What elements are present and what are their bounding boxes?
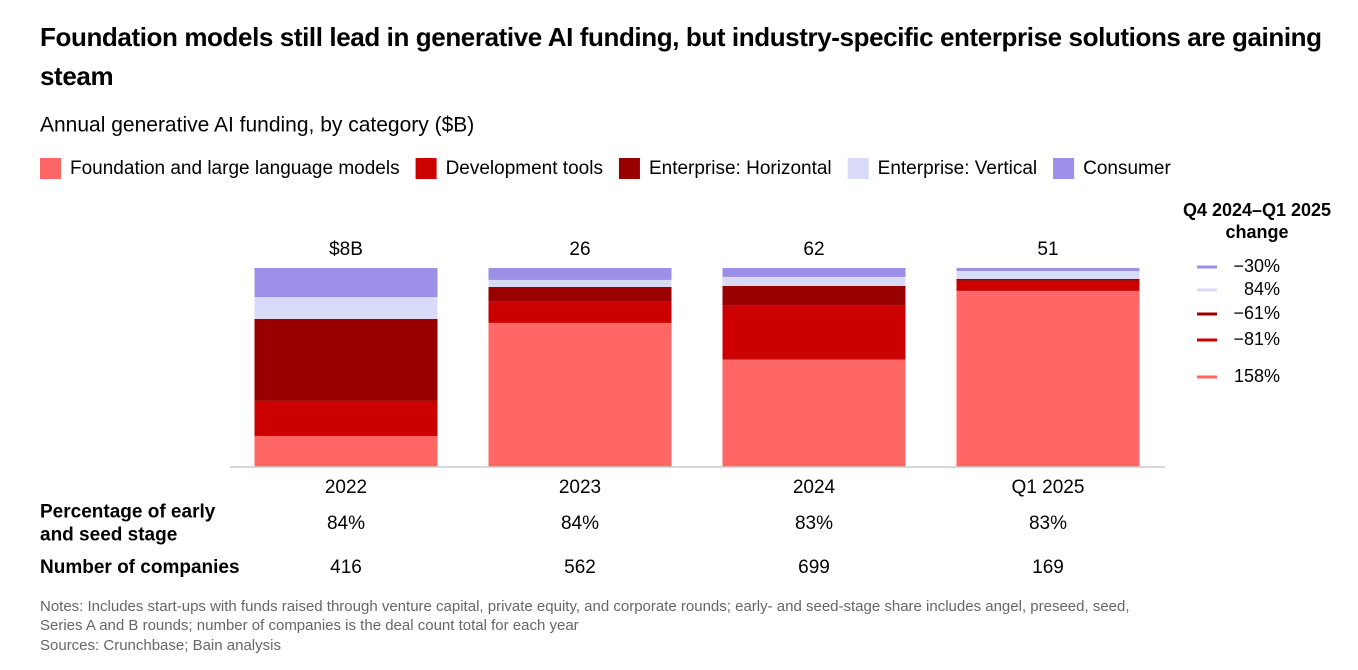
bar-segment	[254, 268, 438, 298]
change-label: 158%	[1234, 366, 1280, 386]
row-value: 83%	[1029, 513, 1067, 534]
legend-label: Development tools	[446, 158, 603, 179]
legend-swatch	[847, 158, 869, 179]
bar-segment	[254, 435, 438, 467]
chart-title: Foundation models still lead in generati…	[40, 22, 1322, 91]
bar-segment	[488, 322, 672, 467]
row-value: 84%	[327, 513, 365, 534]
bar-segment	[956, 278, 1140, 281]
bar-segment	[722, 268, 906, 277]
bar-segment	[956, 270, 1140, 279]
row-value: 169	[1032, 557, 1064, 578]
subtitle: Annual generative AI funding, by categor…	[40, 114, 474, 137]
x-tick-label: Q1 2025	[1012, 477, 1085, 498]
row-value: 699	[798, 557, 830, 578]
row-label: Percentage of early	[40, 502, 216, 523]
total-label: $8B	[329, 239, 363, 260]
x-tick-label: 2023	[559, 477, 601, 498]
note: Sources: Crunchbase; Bain analysis	[40, 637, 281, 654]
row-value: 83%	[795, 513, 833, 534]
bar-segment	[254, 318, 438, 401]
row-label: Number of companies	[40, 557, 240, 578]
x-tick-label: 2024	[793, 477, 836, 498]
total-label: 26	[569, 239, 590, 260]
change-label: −30%	[1233, 256, 1280, 276]
bar-segment	[254, 400, 438, 436]
change-title: Q4 2024–Q1 2025	[1183, 200, 1331, 220]
legend-label: Consumer	[1083, 158, 1171, 179]
bar-segment	[956, 280, 1140, 291]
row-value: 416	[330, 557, 362, 578]
bar-segment	[488, 279, 672, 287]
bar-segment	[488, 286, 672, 302]
note: Series A and B rounds; number of compani…	[40, 617, 579, 634]
legend-swatch	[618, 158, 640, 179]
total-label: 62	[803, 239, 824, 260]
legend-label: Enterprise: Vertical	[878, 158, 1037, 179]
total-label: 51	[1037, 239, 1058, 260]
row-value: 562	[564, 557, 596, 578]
legend-swatch	[1053, 158, 1075, 179]
change-label: −81%	[1233, 329, 1280, 349]
legend-label: Enterprise: Horizontal	[649, 158, 832, 179]
row-value: 84%	[561, 513, 599, 534]
change-label: 84%	[1244, 279, 1280, 299]
bar-segment	[254, 297, 438, 319]
bar-segment	[956, 290, 1140, 467]
note: Notes: Includes start-ups with funds rai…	[40, 598, 1130, 615]
legend-label: Foundation and large language models	[70, 158, 400, 179]
bar-segment	[488, 301, 672, 323]
bar-segment	[722, 305, 906, 360]
bar-segment	[722, 359, 906, 467]
bar-segment	[956, 268, 1140, 271]
bar-segment	[722, 276, 906, 286]
bar-segment	[488, 268, 672, 280]
change-title: change	[1225, 222, 1288, 242]
row-label: and seed stage	[40, 525, 177, 546]
change-label: −61%	[1233, 303, 1280, 323]
x-tick-label: 2022	[325, 477, 367, 498]
bar-segment	[722, 285, 906, 306]
legend-swatch	[40, 158, 61, 179]
legend-swatch	[415, 158, 437, 179]
